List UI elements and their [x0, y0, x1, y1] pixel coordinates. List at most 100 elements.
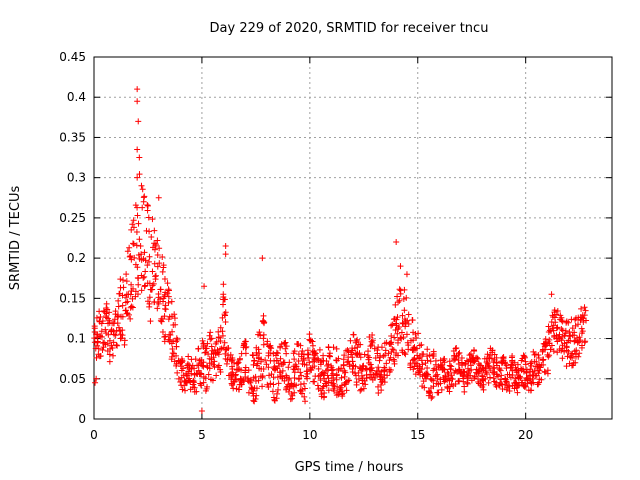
data-point — [387, 339, 394, 346]
data-point — [393, 316, 400, 323]
data-point — [483, 370, 490, 377]
data-point — [325, 361, 332, 368]
data-point — [190, 377, 197, 384]
data-point — [343, 387, 350, 394]
data-point — [449, 376, 456, 383]
data-point — [565, 319, 572, 326]
data-point — [146, 303, 153, 310]
data-point — [268, 345, 275, 352]
data-point — [203, 345, 210, 352]
data-point — [540, 361, 547, 368]
data-point — [221, 296, 228, 303]
data-point — [368, 342, 375, 349]
y-axis-ticks: 0 0.05 0.1 0.15 0.2 0.25 0.3 0.35 0.4 0.45 — [59, 50, 612, 426]
data-point — [359, 377, 366, 384]
data-point — [200, 379, 207, 386]
data-point — [578, 305, 585, 312]
data-point — [416, 342, 423, 349]
data-point — [274, 365, 281, 372]
data-point — [382, 352, 389, 359]
data-point — [265, 352, 272, 359]
data-point — [567, 337, 574, 344]
data-point — [182, 387, 189, 394]
data-point — [99, 347, 106, 354]
data-point — [548, 291, 555, 298]
data-point — [114, 320, 121, 327]
data-point — [270, 381, 277, 388]
data-point — [104, 348, 111, 355]
data-point — [455, 366, 462, 373]
data-point — [550, 327, 557, 334]
data-point — [123, 294, 130, 301]
data-point — [120, 277, 127, 284]
data-point — [171, 315, 178, 322]
data-point — [461, 383, 468, 390]
data-point — [161, 313, 168, 320]
data-point — [381, 379, 388, 386]
data-point — [168, 353, 175, 360]
data-point — [520, 366, 527, 373]
data-point — [531, 367, 538, 374]
data-point — [125, 311, 132, 318]
data-point — [324, 362, 331, 369]
data-point — [301, 393, 308, 400]
data-point — [446, 362, 453, 369]
data-point — [572, 359, 579, 366]
data-point — [130, 285, 137, 292]
data-point — [146, 294, 153, 301]
data-point — [345, 377, 352, 384]
data-point — [134, 291, 141, 298]
data-point — [154, 305, 161, 312]
data-point — [394, 352, 401, 359]
data-point — [277, 355, 284, 362]
data-point — [435, 389, 442, 396]
data-point — [490, 375, 497, 382]
data-point — [538, 376, 545, 383]
data-point — [110, 352, 117, 359]
data-point — [408, 337, 415, 344]
data-point — [203, 362, 210, 369]
data-point — [97, 333, 104, 340]
data-point — [215, 334, 222, 341]
data-point — [394, 330, 401, 337]
grid — [94, 57, 612, 419]
data-point — [552, 319, 559, 326]
data-point — [178, 367, 185, 374]
data-point — [499, 386, 506, 393]
data-point — [155, 291, 162, 298]
data-point — [342, 381, 349, 388]
data-point — [366, 354, 373, 361]
data-point — [134, 98, 141, 105]
data-point — [139, 186, 146, 193]
data-point — [338, 388, 345, 395]
data-point — [333, 376, 340, 383]
data-point — [169, 328, 176, 335]
y-tick-label: 0.1 — [67, 332, 86, 346]
data-point — [514, 389, 521, 396]
data-point — [521, 354, 528, 361]
data-point — [179, 386, 186, 393]
data-point — [135, 281, 142, 288]
data-point — [567, 354, 574, 361]
data-point — [306, 331, 313, 338]
data-point — [578, 344, 585, 351]
data-point — [498, 358, 505, 365]
data-point — [360, 362, 367, 369]
data-point — [311, 378, 318, 385]
data-point — [551, 307, 558, 314]
data-point — [301, 380, 308, 387]
data-point — [128, 281, 135, 288]
data-point — [208, 335, 215, 342]
data-point — [576, 350, 583, 357]
data-point — [95, 345, 102, 352]
data-point — [142, 268, 149, 275]
data-point — [208, 376, 215, 383]
data-point — [260, 320, 267, 327]
data-point — [242, 344, 249, 351]
data-point — [144, 201, 151, 208]
data-point — [286, 359, 293, 366]
data-point — [528, 387, 535, 394]
data-point — [146, 253, 153, 260]
data-point — [374, 347, 381, 354]
